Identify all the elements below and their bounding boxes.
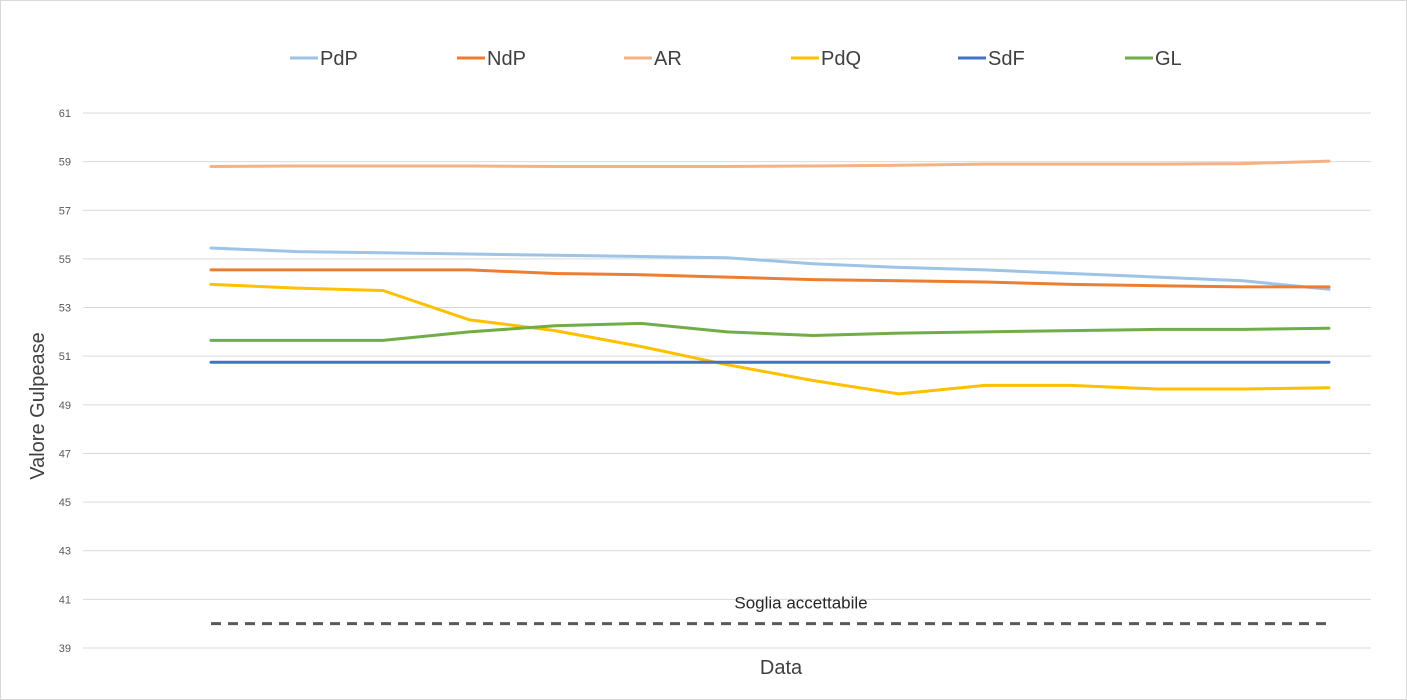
y-tick-label: 49 [59, 400, 71, 412]
y-tick-label: 43 [59, 546, 71, 558]
series-line-pdp [209, 246, 1331, 291]
series-line-gl [209, 321, 1331, 342]
y-tick-labels: 39 41 43 45 47 49 51 53 55 57 59 61 [59, 108, 71, 655]
series-line-ar [209, 159, 1331, 168]
y-tick-label: 51 [59, 351, 71, 363]
legend-label: AR [654, 48, 682, 70]
y-axis-title: Valore Gulpease [27, 332, 49, 480]
y-tick-label: 53 [59, 303, 71, 315]
y-tick-label: 41 [59, 594, 71, 606]
series-line-pdq [209, 282, 1331, 396]
y-tick-label: 55 [59, 254, 71, 266]
y-tick-label: 39 [59, 643, 71, 655]
y-tick-label: 59 [59, 157, 71, 169]
threshold-label: Soglia accettabile [734, 594, 867, 613]
legend: PdP NdP AR PdQ SdF GL [290, 48, 1182, 70]
legend-item-sdf: SdF [958, 48, 1025, 70]
series-lines [209, 159, 1331, 396]
legend-item-pdp: PdP [290, 48, 358, 70]
y-tick-label: 61 [59, 108, 71, 120]
threshold: Soglia accettabile [211, 594, 1329, 626]
legend-label: GL [1155, 48, 1182, 70]
x-axis-title: Data [760, 657, 803, 679]
legend-item-gl: GL [1125, 48, 1182, 70]
legend-label: SdF [988, 48, 1025, 70]
legend-item-ndp: NdP [457, 48, 526, 70]
legend-label: PdQ [821, 48, 861, 70]
series-line-ndp [209, 268, 1331, 289]
legend-label: NdP [487, 48, 526, 70]
y-tick-label: 45 [59, 497, 71, 509]
y-tick-label: 57 [59, 205, 71, 217]
legend-label: PdP [320, 48, 358, 70]
y-tick-label: 47 [59, 448, 71, 460]
gridlines [83, 112, 1371, 649]
legend-item-ar: AR [624, 48, 682, 70]
legend-item-pdq: PdQ [791, 48, 861, 70]
